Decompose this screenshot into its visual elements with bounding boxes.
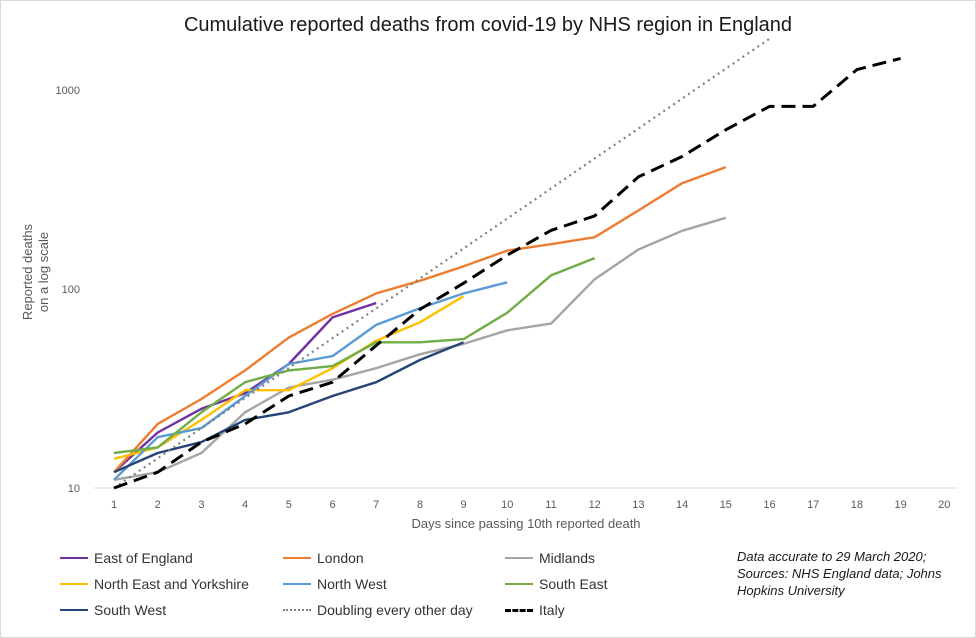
legend-swatch: [283, 583, 311, 585]
y-axis-title-line: Reported deaths: [20, 223, 35, 320]
legend-label: East of England: [94, 550, 193, 566]
legend-item: South East: [505, 575, 608, 593]
legend-label: South West: [94, 602, 167, 618]
series-line: [113, 165, 727, 474]
x-tick-label: 14: [676, 499, 688, 511]
x-tick-label: 19: [894, 499, 906, 511]
y-tick-label: 10: [68, 483, 80, 495]
legend-swatch: [60, 583, 88, 585]
series-line: [113, 216, 727, 481]
series-line: [113, 37, 771, 489]
legend-swatch: [60, 609, 88, 611]
x-tick-label: 1: [111, 499, 117, 511]
x-tick-label: 17: [807, 499, 819, 511]
legend-label: Italy: [539, 602, 565, 618]
source-note-line: Hopkins University: [737, 583, 845, 598]
legend-item: North West: [283, 575, 387, 593]
legend-label: Midlands: [539, 550, 596, 566]
x-tick-label: 3: [198, 499, 204, 511]
series-line: [113, 301, 377, 474]
source-note: Data accurate to 29 March 2020; Sources:…: [737, 548, 967, 599]
x-tick-label: 8: [417, 499, 423, 511]
x-tick-label: 16: [763, 499, 775, 511]
source-note-line: Data accurate to 29 March 2020;: [737, 549, 927, 564]
legend-item: Doubling every other day: [283, 601, 473, 619]
series-line: [113, 341, 465, 474]
x-tick-label: 12: [589, 499, 601, 511]
legend-item: Italy: [505, 601, 565, 619]
legend-swatch: [283, 609, 311, 611]
series-line: [113, 256, 596, 455]
x-tick-label: 2: [155, 499, 161, 511]
legend-swatch: [283, 557, 311, 559]
x-tick-label: 13: [632, 499, 644, 511]
legend-item: East of England: [60, 549, 193, 567]
x-tick-label: 18: [851, 499, 863, 511]
y-axis-title-line: on a log scale: [36, 232, 51, 312]
legend-swatch: [505, 557, 533, 559]
legend-label: South East: [539, 576, 608, 592]
y-tick-label: 1000: [56, 85, 80, 97]
x-tick-label: 5: [286, 499, 292, 511]
y-tick-label: 100: [62, 284, 80, 296]
x-tick-label: 20: [938, 499, 950, 511]
chart-title: Cumulative reported deaths from covid-19…: [183, 14, 793, 36]
x-tick-label: 15: [720, 499, 732, 511]
legend-label: North East and Yorkshire: [94, 576, 249, 592]
legend-item: North East and Yorkshire: [60, 575, 249, 593]
x-tick-label: 4: [242, 499, 248, 511]
source-note-line: Sources: NHS England data; Johns: [737, 566, 942, 581]
x-tick-label: 7: [373, 499, 379, 511]
x-tick-label: 10: [501, 499, 513, 511]
legend-item: Midlands: [505, 549, 595, 567]
series-line: [113, 56, 901, 490]
x-tick-label: 11: [545, 499, 556, 511]
x-tick-label: 6: [329, 499, 335, 511]
legend-swatch: [505, 608, 533, 612]
legend-swatch: [60, 557, 88, 559]
series-line: [113, 295, 465, 461]
legend-item: London: [283, 549, 364, 567]
series-line: [113, 281, 508, 481]
legend-swatch: [505, 583, 533, 585]
legend-item: South West: [60, 601, 166, 619]
x-axis-title: Days since passing 10th reported death: [411, 516, 640, 531]
legend-label: Doubling every other day: [317, 602, 473, 618]
legend-label: North West: [317, 576, 387, 592]
legend-label: London: [317, 550, 364, 566]
x-tick-label: 9: [461, 499, 467, 511]
